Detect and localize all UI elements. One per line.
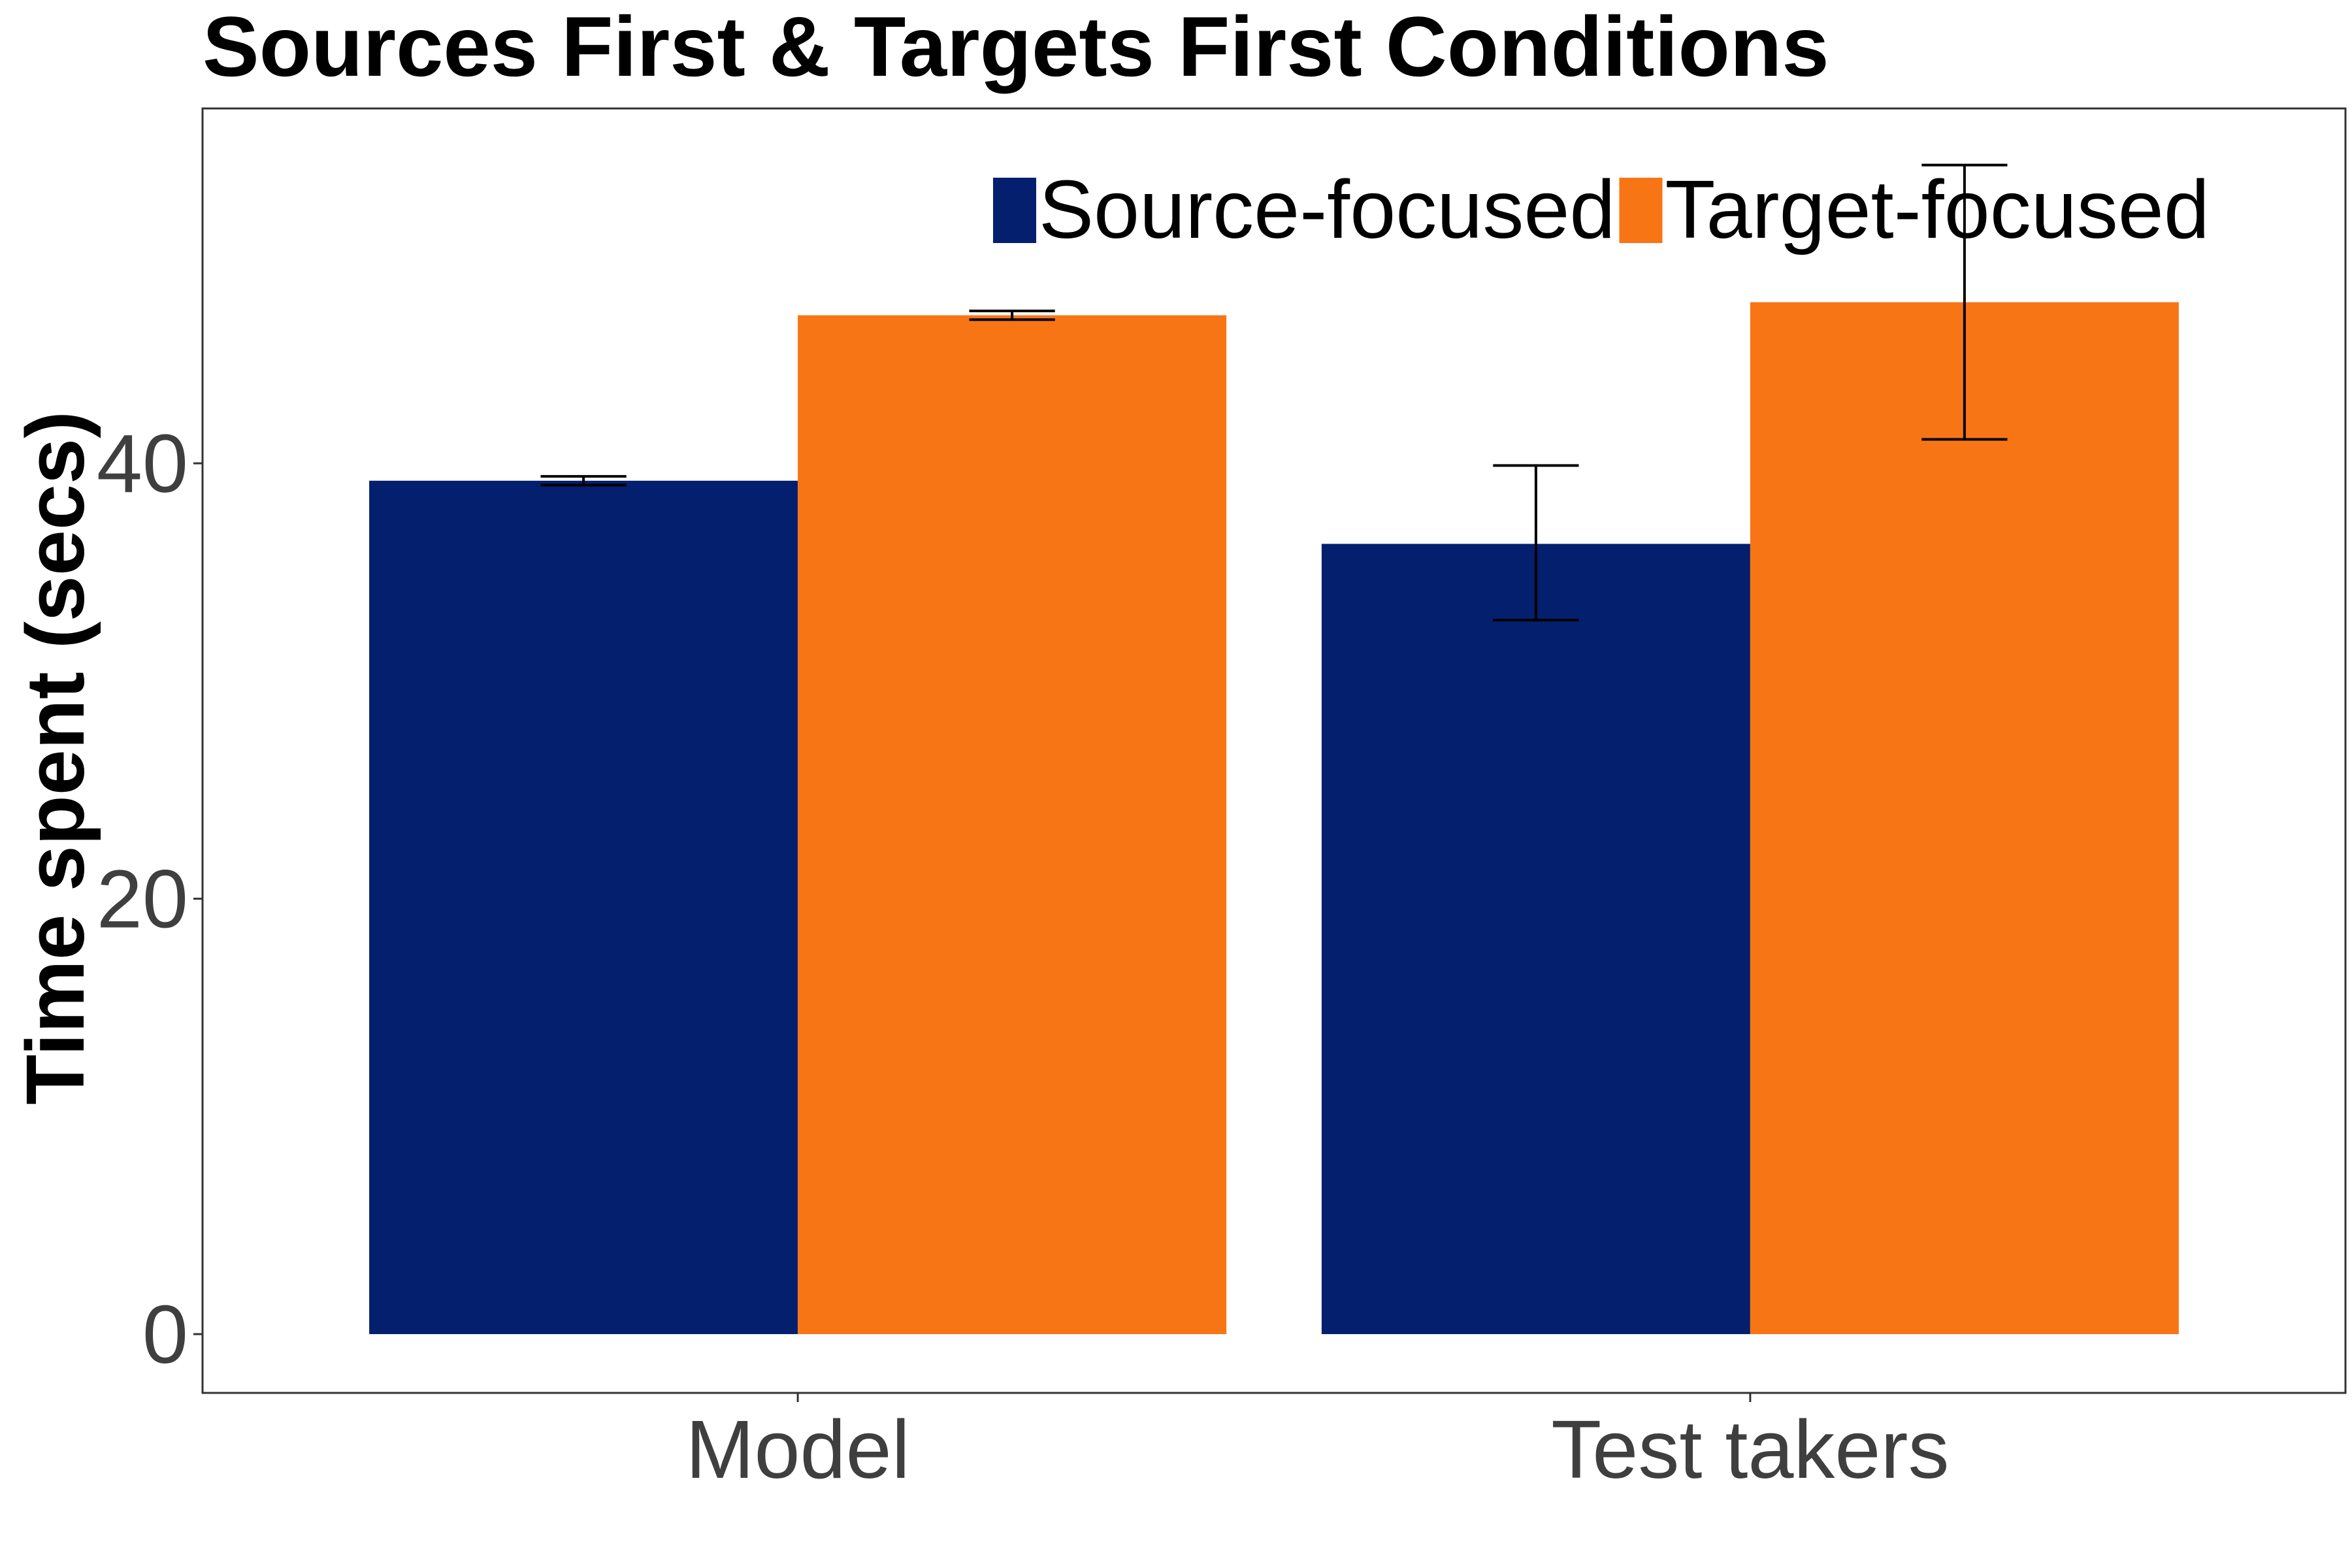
bar-source-focused-model xyxy=(369,480,798,1335)
legend-swatch xyxy=(993,178,1036,243)
legend-swatch xyxy=(1619,178,1663,243)
legend-item-source-focused: Source-focused xyxy=(993,163,1616,255)
error-bar-source-focused-model xyxy=(540,475,627,487)
legend-label: Source-focused xyxy=(1039,163,1616,255)
bars-layer xyxy=(369,302,2179,1335)
legend: Source-focused Target-focused xyxy=(993,163,2210,255)
error-bar-target-focused-test-takers xyxy=(1921,163,2008,441)
chart-title: Sources First & Targets First Conditions xyxy=(203,0,1829,94)
y-axis: 0 20 40 xyxy=(97,417,203,1380)
legend-item-target-focused: Target-focused xyxy=(1619,163,2210,255)
y-tick-label: 40 xyxy=(97,417,188,510)
bar-target-focused-model xyxy=(798,315,1227,1335)
y-tick-label: 20 xyxy=(97,853,188,945)
x-tick-label-model: Model xyxy=(686,1403,910,1495)
y-tick-label: 0 xyxy=(142,1288,188,1380)
legend-label: Target-focused xyxy=(1665,163,2210,255)
y-axis-label: Time spent (secs) xyxy=(9,411,101,1105)
x-axis: Model Test takers xyxy=(686,1393,1949,1495)
x-tick-label-test-takers: Test takers xyxy=(1551,1403,1949,1495)
error-bar-source-focused-test-takers xyxy=(1493,464,1579,622)
bar-source-focused-test-takers xyxy=(1321,544,1750,1335)
bar-target-focused-test-takers xyxy=(1750,302,2179,1335)
error-bar-target-focused-model xyxy=(969,309,1055,321)
error-bars-layer xyxy=(540,163,2008,622)
